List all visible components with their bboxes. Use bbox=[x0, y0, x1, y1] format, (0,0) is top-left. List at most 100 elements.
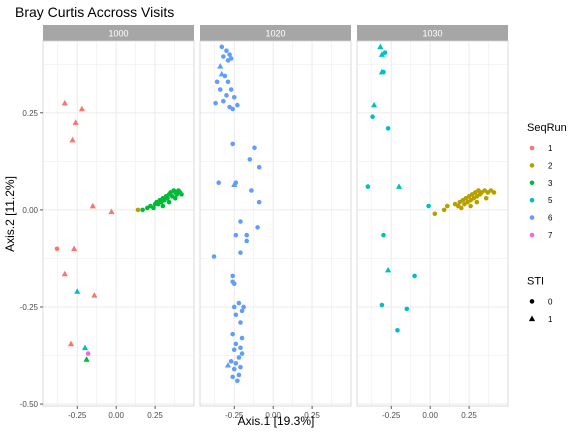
data-point bbox=[244, 232, 250, 238]
data-point bbox=[381, 232, 386, 238]
data-point bbox=[379, 302, 385, 308]
data-point bbox=[74, 288, 81, 294]
data-point bbox=[239, 351, 245, 356]
x-axis: -0.25 0.00 0.25 -0.25 0.00 0.25 -0.25 0.00 0.25 bbox=[68, 406, 477, 420]
data-point bbox=[239, 308, 245, 314]
data-point bbox=[385, 266, 392, 273]
x-tick-label: 0.25 bbox=[461, 411, 477, 420]
data-point bbox=[224, 93, 229, 98]
series-1030-seqrun-5 bbox=[365, 43, 431, 333]
data-point bbox=[395, 327, 400, 333]
data-point bbox=[89, 202, 96, 209]
data-point bbox=[233, 312, 239, 318]
x-tick-label: 0.00 bbox=[265, 411, 281, 420]
facet-strip bbox=[357, 25, 508, 41]
data-point bbox=[173, 195, 178, 201]
x-tick-label: -0.25 bbox=[68, 411, 87, 420]
data-point bbox=[474, 199, 480, 205]
data-point bbox=[230, 374, 235, 380]
data-point bbox=[72, 119, 79, 125]
x-axis-label: Axis.1 [19.3%] bbox=[238, 414, 315, 428]
data-point bbox=[255, 225, 260, 230]
data-point bbox=[108, 208, 115, 215]
data-point bbox=[231, 304, 237, 310]
data-point bbox=[385, 126, 391, 131]
data-point bbox=[239, 335, 245, 341]
x-tick-label: 0.25 bbox=[304, 411, 320, 420]
series-1020-seqrun-6 bbox=[211, 44, 262, 384]
data-point bbox=[468, 203, 473, 209]
data-point bbox=[160, 203, 166, 209]
data-point bbox=[381, 69, 386, 75]
x-tick-label: -0.25 bbox=[225, 411, 244, 420]
legend-entry-label: 3 bbox=[548, 179, 553, 188]
data-point bbox=[67, 340, 75, 347]
legend-entry-label: 1 bbox=[548, 315, 553, 324]
series-1000-seqrun-7 bbox=[85, 351, 91, 356]
data-point bbox=[426, 203, 431, 209]
data-point bbox=[71, 245, 78, 252]
y-tick-label: 0.00 bbox=[22, 206, 38, 215]
data-point bbox=[85, 351, 91, 356]
data-point bbox=[233, 232, 239, 238]
data-point bbox=[140, 207, 145, 213]
panel-border bbox=[42, 40, 195, 407]
series-1030-seqrun-2 bbox=[432, 188, 497, 217]
data-point bbox=[227, 52, 232, 57]
legend-entry-label: 6 bbox=[548, 214, 553, 223]
data-point bbox=[365, 184, 371, 189]
series-1000-seqrun-2 bbox=[135, 207, 141, 213]
facet-panels: 1000 1020 1030 bbox=[42, 25, 509, 407]
data-point bbox=[238, 345, 243, 351]
data-point bbox=[244, 238, 250, 244]
data-point bbox=[231, 347, 237, 352]
data-point bbox=[230, 106, 235, 112]
data-point bbox=[211, 254, 217, 259]
data-point bbox=[238, 364, 243, 370]
data-point bbox=[233, 180, 239, 186]
y-axis: -0.50 -0.25 0.00 0.25 bbox=[20, 109, 43, 409]
legend-key bbox=[529, 232, 535, 238]
data-point bbox=[230, 331, 235, 337]
data-point bbox=[217, 62, 224, 69]
data-point bbox=[370, 114, 375, 120]
data-point bbox=[249, 188, 254, 193]
data-point bbox=[458, 205, 464, 211]
data-point bbox=[444, 203, 450, 209]
facet-panel-1000: 1000 bbox=[42, 25, 195, 407]
panel-border bbox=[199, 40, 352, 407]
y-tick-label: -0.50 bbox=[20, 400, 39, 409]
data-point bbox=[221, 54, 226, 59]
series-1000-seqrun-5 bbox=[74, 288, 89, 351]
data-point bbox=[395, 183, 403, 189]
data-point bbox=[224, 361, 232, 368]
facet-strip-label: 1000 bbox=[108, 29, 128, 39]
x-tick-label: 0.00 bbox=[422, 411, 438, 420]
y-tick-label: 0.25 bbox=[22, 109, 38, 118]
data-point bbox=[441, 207, 447, 213]
data-point bbox=[61, 270, 68, 277]
x-tick-label: 0.25 bbox=[147, 411, 163, 420]
data-point bbox=[231, 95, 237, 100]
legend-key bbox=[529, 145, 535, 151]
series-1000-seqrun-1 bbox=[54, 99, 115, 347]
data-point bbox=[238, 320, 243, 325]
legend-key bbox=[529, 180, 535, 186]
data-point bbox=[179, 192, 184, 197]
data-point bbox=[214, 79, 220, 85]
data-point bbox=[371, 101, 378, 108]
data-point bbox=[412, 273, 417, 279]
y-tick-label: -0.25 bbox=[20, 303, 39, 312]
facet-panel-1030: 1030 bbox=[356, 25, 509, 407]
data-point bbox=[230, 141, 235, 147]
data-point bbox=[233, 360, 239, 366]
data-point bbox=[236, 372, 242, 378]
legend-entry-label: 2 bbox=[548, 161, 553, 170]
data-point bbox=[54, 246, 60, 252]
data-point bbox=[219, 44, 225, 50]
facet-strip-label: 1020 bbox=[265, 29, 285, 39]
data-point bbox=[91, 292, 98, 298]
data-point bbox=[61, 99, 68, 106]
